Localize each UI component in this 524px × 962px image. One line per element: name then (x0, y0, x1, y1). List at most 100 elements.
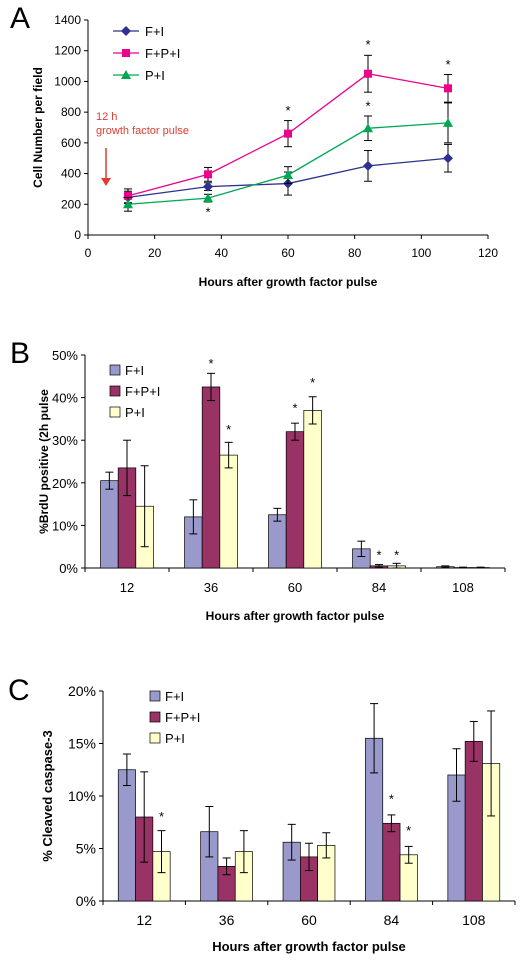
y-tick-label: 20% (52, 476, 78, 491)
significance-mark: * (365, 99, 370, 114)
y-tick-label: 800 (61, 105, 81, 119)
legend-marker (121, 70, 131, 79)
data-point (443, 117, 453, 127)
x-tick-label: 12 (136, 912, 152, 928)
panel-label-b: B (10, 337, 30, 370)
legend-label: F+I (145, 24, 164, 39)
significance-mark: * (159, 809, 164, 824)
y-tick-label: 30% (52, 433, 78, 448)
legend-swatch (149, 690, 161, 702)
legend-swatch (109, 406, 121, 418)
y-tick-label: 50% (52, 348, 78, 363)
significance-mark: * (205, 205, 210, 220)
y-tick-label: 10% (68, 788, 96, 804)
significance-mark: * (365, 37, 370, 52)
annotation-arrowhead (101, 178, 111, 186)
significance-mark: * (226, 422, 231, 437)
x-tick-label: 80 (348, 246, 362, 260)
x-tick-label: 84 (372, 580, 386, 595)
y-tick-label: 600 (61, 136, 81, 150)
x-tick-label: 12 (120, 580, 134, 595)
annotation-text: 12 h (96, 111, 117, 123)
y-tick-label: 200 (61, 197, 81, 211)
data-point (363, 123, 373, 133)
y-tick-label: 1400 (54, 13, 81, 27)
data-point (203, 193, 213, 203)
legend-swatch (149, 711, 161, 723)
y-tick-label: 400 (61, 167, 81, 181)
y-axis-title: % Cleaved caspase-3 (40, 730, 55, 862)
data-point (443, 153, 453, 164)
x-tick-label: 60 (301, 912, 317, 928)
significance-mark: * (208, 356, 213, 371)
y-tick-label: 5% (76, 841, 96, 857)
legend-label: P+I (145, 68, 165, 83)
bar (117, 769, 136, 902)
y-axis-title: %BrdU positive (2h pulse (37, 389, 51, 534)
data-point (364, 69, 372, 78)
x-tick-label: 60 (288, 580, 302, 595)
y-tick-label: 0 (74, 228, 81, 242)
significance-mark: * (376, 547, 381, 562)
y-tick-label: 0% (76, 893, 96, 909)
legend-label: F+P+I (165, 710, 200, 725)
data-point (124, 191, 132, 200)
legend-label: F+I (165, 689, 184, 704)
x-tick-label: 108 (462, 912, 486, 928)
legend-swatch (149, 732, 161, 744)
legend-swatch (109, 385, 121, 397)
x-tick-label: 0 (85, 246, 92, 260)
x-tick-label: 108 (452, 580, 474, 595)
legend-swatch (109, 364, 121, 376)
bar (285, 431, 305, 569)
bar (219, 454, 238, 569)
panel-label-c: C (8, 674, 30, 707)
y-tick-label: 1000 (54, 74, 81, 88)
data-point (283, 170, 293, 180)
significance-mark: * (406, 823, 411, 838)
legend-label: F+P+I (145, 46, 180, 61)
x-axis-title: Hours after growth factor pulse (199, 275, 378, 289)
x-tick-label: 120 (478, 246, 498, 260)
x-tick-label: 20 (148, 246, 162, 260)
x-tick-label: 60 (281, 246, 295, 260)
data-point (363, 160, 373, 171)
y-tick-label: 40% (52, 391, 78, 406)
panel-a: A 0 200 400 600 800 1000 1200 1400 0 20 40 60 80 100 12… (10, 2, 498, 289)
bar (464, 741, 483, 902)
x-tick-label: 36 (219, 912, 235, 928)
y-tick-label: 0% (59, 561, 78, 576)
legend-label: F+P+I (125, 384, 160, 399)
bar (382, 822, 401, 902)
x-tick-label: 84 (384, 912, 400, 928)
data-point (444, 84, 452, 93)
legend-label: P+I (165, 731, 185, 746)
data-point (284, 129, 292, 138)
y-axis-title: Cell Number per field (31, 67, 45, 188)
significance-mark: * (310, 375, 315, 390)
data-point (204, 170, 212, 179)
annotation-text: growth factor pulse (96, 125, 189, 137)
panel-b: B 0% 10% 20% 30% 40% 50% 12 36 60 84 108 * * * * * * Hours… (10, 337, 506, 623)
significance-mark: * (292, 401, 297, 416)
x-tick-label: 36 (204, 580, 218, 595)
legend-label: P+I (125, 405, 145, 420)
data-point (123, 199, 133, 209)
x-tick-label: 40 (215, 246, 229, 260)
significance-mark: * (394, 547, 399, 562)
legend-marker (121, 26, 131, 36)
panel-label-a: A (10, 2, 30, 35)
significance-mark: * (445, 57, 450, 72)
legend-marker (122, 49, 130, 57)
bar (201, 386, 221, 569)
y-tick-label: 15% (68, 736, 96, 752)
x-axis-title: Hours after growth factor pulse (206, 609, 385, 623)
x-tick-label: 100 (411, 246, 431, 260)
bar (100, 480, 119, 569)
bar (268, 514, 287, 569)
significance-mark: * (389, 791, 394, 806)
data-point (203, 181, 213, 192)
significance-mark: * (285, 103, 290, 118)
y-tick-label: 10% (52, 518, 78, 533)
